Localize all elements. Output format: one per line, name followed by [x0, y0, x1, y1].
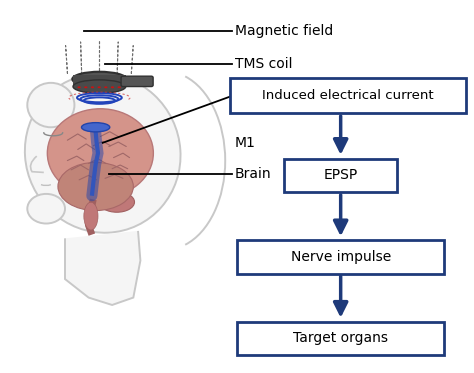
Ellipse shape [58, 162, 133, 211]
Text: Nerve impulse: Nerve impulse [291, 250, 391, 264]
Ellipse shape [73, 80, 126, 93]
Ellipse shape [91, 87, 94, 88]
Ellipse shape [47, 109, 154, 198]
Ellipse shape [27, 83, 74, 127]
Ellipse shape [104, 87, 108, 88]
Ellipse shape [130, 151, 142, 166]
Text: TMS coil: TMS coil [235, 57, 292, 70]
Text: EPSP: EPSP [324, 168, 358, 182]
Ellipse shape [118, 87, 121, 88]
FancyBboxPatch shape [121, 76, 153, 87]
Ellipse shape [27, 194, 65, 223]
FancyBboxPatch shape [230, 78, 465, 113]
Ellipse shape [82, 123, 110, 132]
Text: M1: M1 [235, 136, 255, 150]
FancyBboxPatch shape [237, 322, 444, 355]
Ellipse shape [73, 72, 127, 87]
PathPatch shape [65, 231, 140, 305]
Ellipse shape [84, 202, 98, 230]
FancyBboxPatch shape [73, 75, 126, 87]
Text: Brain: Brain [235, 166, 271, 181]
Ellipse shape [98, 87, 101, 88]
Ellipse shape [84, 87, 88, 88]
FancyBboxPatch shape [284, 159, 397, 192]
Text: Magnetic field: Magnetic field [235, 24, 333, 38]
FancyBboxPatch shape [237, 240, 444, 273]
Ellipse shape [25, 73, 181, 233]
Ellipse shape [99, 192, 135, 212]
Ellipse shape [111, 87, 114, 88]
Text: Target organs: Target organs [293, 331, 388, 345]
Text: Induced electrical current: Induced electrical current [262, 89, 434, 102]
Ellipse shape [77, 87, 81, 88]
